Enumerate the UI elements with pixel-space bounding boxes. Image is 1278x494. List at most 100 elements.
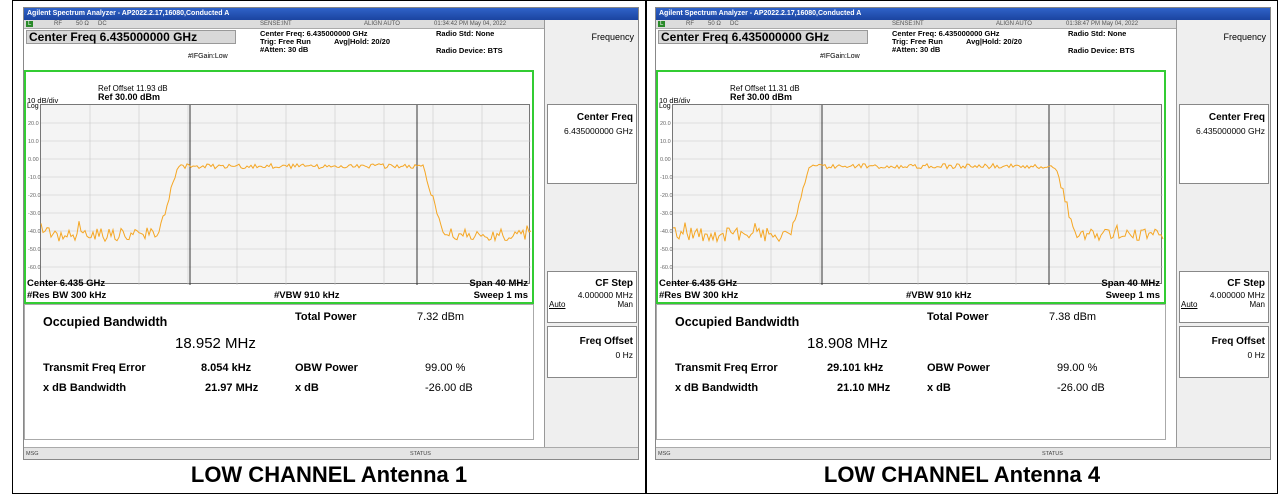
span-label: Span 40 MHz — [1101, 278, 1160, 289]
sense-label: SENSE:INT — [892, 21, 924, 27]
softkey-cf-step[interactable]: CF Step 4.000000 MHz Auto Man — [547, 271, 637, 323]
ifgain-info: #IFGain:Low — [820, 53, 860, 60]
res-bw-label: #Res BW 300 kHz — [27, 290, 107, 301]
center-label: Center 6.435 GHz — [659, 278, 738, 289]
y-tick-label: -20.0 — [660, 193, 673, 199]
y-tick-label: -50.0 — [28, 247, 41, 253]
softkey-frequency: Frequency — [1179, 22, 1269, 112]
caption: LOW CHANNEL Antenna 4 — [823, 462, 1101, 487]
coupling-label: DC — [98, 21, 107, 27]
center-freq-title[interactable]: Center Freq 6.435000000 GHz — [658, 30, 868, 44]
center-freq-title[interactable]: Center Freq 6.435000000 GHz — [26, 30, 236, 44]
measurement-panel: Occupied Bandwidth 18.908 MHz Total Powe… — [656, 304, 1166, 440]
freq-offset-label: Freq Offset — [1211, 336, 1265, 347]
y-tick-label: -60.0 — [28, 265, 41, 271]
msg-label: MSG — [26, 451, 39, 457]
xdb-label: x dB — [295, 382, 319, 394]
softkey-freq-offset[interactable]: Freq Offset 0 Hz — [1179, 326, 1269, 378]
xdb-value: -26.00 dB — [425, 382, 473, 394]
ifgain-info: #IFGain:Low — [188, 53, 228, 60]
radio-device: Radio Device: BTS — [436, 46, 503, 55]
status-label: STATUS — [410, 451, 431, 457]
center-label: Center 6.435 GHz — [27, 278, 106, 289]
y-tick-label: 10.0 — [28, 139, 39, 145]
ref-level: Ref 30.00 dBm — [98, 92, 161, 102]
message-bar: MSG STATUS — [24, 447, 638, 459]
msg-label: MSG — [658, 451, 671, 457]
coupling-label: DC — [730, 21, 739, 27]
total-power-value: 7.32 dBm — [417, 311, 465, 323]
atten-info: #Atten: 30 dB — [892, 45, 941, 54]
rf-label: RF — [686, 21, 694, 27]
softkey-center-freq[interactable]: Center Freq 6.435000000 GHz — [1179, 104, 1269, 184]
mode-indicator: L — [26, 21, 34, 27]
y-tick-label: 20.0 — [660, 121, 671, 127]
status-row: L RF 50 Ω DC SENSE:INT ALIGN AUTO 01:38:… — [656, 20, 1270, 29]
radio-device: Radio Device: BTS — [1068, 46, 1135, 55]
impedance-label: 50 Ω — [76, 21, 89, 27]
radio-std: Radio Std: None — [1068, 29, 1127, 38]
freq-offset-value: 0 Hz — [1247, 350, 1265, 360]
span-label: Span 40 MHz — [469, 278, 528, 289]
freq-offset-value: 0 Hz — [615, 350, 633, 360]
obw-value: 18.908 MHz — [807, 335, 888, 352]
sweep-label: Sweep 1 ms — [1105, 290, 1160, 301]
spectrum-analyzer-screen: Agilent Spectrum Analyzer - AP2022.2.17,… — [23, 7, 639, 460]
window-title: Agilent Spectrum Analyzer - AP2022.2.17,… — [656, 8, 1270, 20]
avg-hold-info: Avg|Hold: 20/20 — [334, 37, 391, 46]
sweep-label: Sweep 1 ms — [473, 290, 528, 301]
status-label: STATUS — [1042, 451, 1063, 457]
total-power-value: 7.38 dBm — [1049, 311, 1097, 323]
obw-power-value: 99.00 % — [425, 362, 466, 374]
log-label: Log — [659, 103, 671, 110]
trig-info: Trig: Free Run — [260, 37, 311, 46]
trace-grid: 20.0 10.0 0.00 -10.0 -20.0 -30.0 -40.0 -50.0 -60… — [28, 104, 532, 285]
xdb-bw-value: 21.97 MHz — [205, 382, 259, 394]
softkey-cf-step[interactable]: CF Step 4.000000 MHz Auto Man — [1179, 271, 1269, 323]
softkey-freq-offset[interactable]: Freq Offset 0 Hz — [547, 326, 637, 378]
xdb-bw-value: 21.10 MHz — [837, 382, 891, 394]
obw-value: 18.952 MHz — [175, 335, 256, 352]
cf-step-value: 4.000000 MHz — [577, 290, 633, 300]
cf-step-label: CF Step — [1227, 278, 1265, 289]
spectrum-trace — [40, 162, 532, 243]
trace-grid: 20.0 10.0 0.00 -10.0 -20.0 -30.0 -40.0 -50.0 -60… — [660, 104, 1164, 285]
y-tick-label: -10.0 — [660, 175, 673, 181]
vbw-label: #VBW 910 kHz — [274, 290, 340, 301]
vbw-label: #VBW 910 kHz — [906, 290, 972, 301]
caption: LOW CHANNEL Antenna 1 — [190, 462, 468, 487]
message-bar: MSG STATUS — [656, 447, 1270, 459]
cf-step-auto[interactable]: Auto — [1181, 300, 1198, 309]
spectrum-trace — [672, 162, 1164, 244]
ref-offset: Ref Offset 11.31 dB — [730, 84, 800, 93]
cf-step-auto[interactable]: Auto — [549, 300, 566, 309]
total-power-label: Total Power — [295, 311, 357, 323]
panel-antenna-1: Agilent Spectrum Analyzer - AP2022.2.17,… — [12, 0, 646, 494]
align-label: ALIGN AUTO — [364, 21, 400, 27]
panel-antenna-4: Agilent Spectrum Analyzer - AP2022.2.17,… — [646, 0, 1278, 494]
trace-svg: 20.0 10.0 0.00 -10.0 -20.0 -30.0 -40.0 -50.0 -60… — [660, 105, 1164, 285]
timestamp: 01:38:47 PM May 04, 2022 — [1066, 21, 1139, 27]
ref-offset: Ref Offset 11.93 dB — [98, 84, 168, 93]
xdb-bw-label: x dB Bandwidth — [675, 382, 759, 394]
center-freq-key-value: 6.435000000 GHz — [1196, 126, 1265, 136]
y-tick-label: -20.0 — [28, 193, 41, 199]
softkey-center-freq[interactable]: Center Freq 6.435000000 GHz — [547, 104, 637, 184]
radio-std: Radio Std: None — [436, 29, 495, 38]
cf-step-man[interactable]: Man — [1249, 300, 1265, 309]
center-freq-info: Center Freq: 6.435000000 GHz — [892, 29, 1000, 38]
cf-step-value: 4.000000 MHz — [1209, 290, 1265, 300]
tfe-label: Transmit Freq Error — [43, 362, 146, 374]
impedance-label: 50 Ω — [708, 21, 721, 27]
y-tick-label: -50.0 — [660, 247, 673, 253]
y-tick-label: 10.0 — [660, 139, 671, 145]
y-tick-label: -60.0 — [660, 265, 673, 271]
xdb-value: -26.00 dB — [1057, 382, 1105, 394]
avg-hold-info: Avg|Hold: 20/20 — [966, 37, 1023, 46]
obw-label: Occupied Bandwidth — [43, 315, 168, 329]
obw-label: Occupied Bandwidth — [675, 315, 800, 329]
y-tick-label: -40.0 — [28, 229, 41, 235]
sense-label: SENSE:INT — [260, 21, 292, 27]
cf-step-man[interactable]: Man — [617, 300, 633, 309]
rf-label: RF — [54, 21, 62, 27]
